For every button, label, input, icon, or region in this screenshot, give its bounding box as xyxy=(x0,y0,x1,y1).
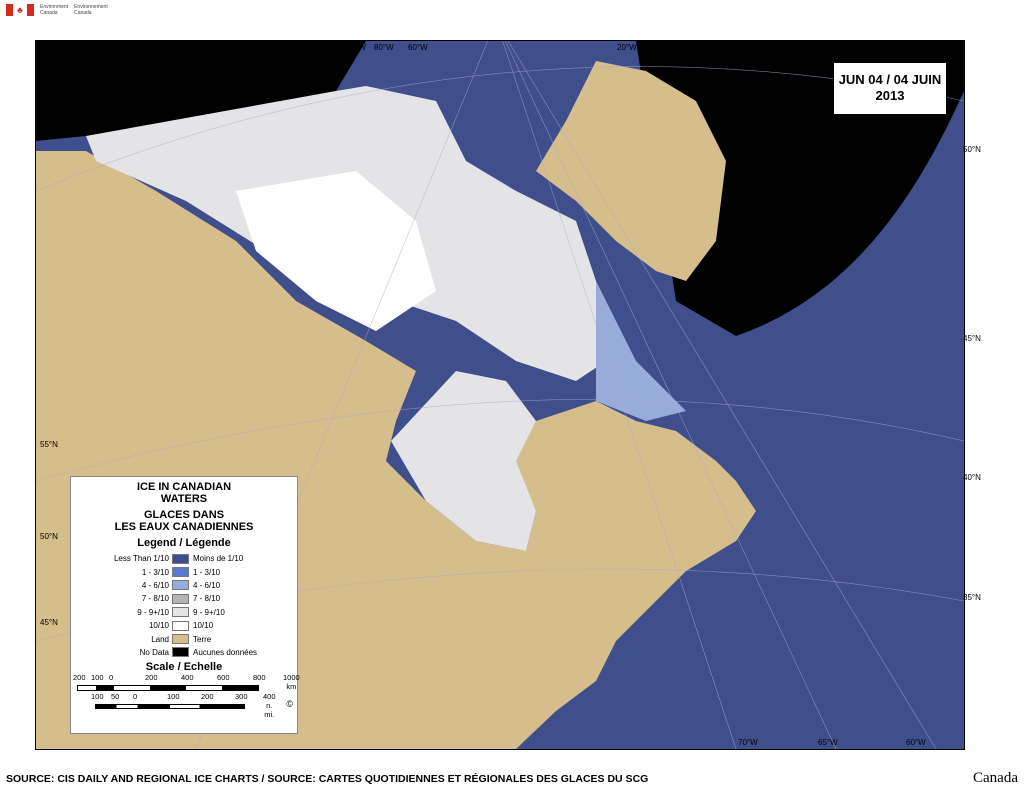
legend-label-fr: 10/10 xyxy=(193,621,214,631)
legend-label-en: Land xyxy=(151,634,169,644)
scale-tick-nmi: 200 xyxy=(201,692,214,702)
canada-flag-icon: ♣ xyxy=(6,4,34,16)
legend-label-en: Less Than 1/10 xyxy=(113,554,169,564)
legend-label-fr: Moins de 1/10 xyxy=(193,554,244,564)
scale-tick-km: 100 xyxy=(91,673,104,683)
ice-edge xyxy=(596,281,686,421)
agency-fr: Environnement xyxy=(74,4,108,10)
lat-label: 70°N xyxy=(40,131,58,140)
date-box: JUN 04 / 04 JUIN 2013 xyxy=(833,62,947,115)
ice-map xyxy=(35,40,965,750)
legend-label-en: 7 - 8/10 xyxy=(141,594,169,604)
legend-heading: Legend / Légende xyxy=(137,537,231,549)
legend-label-fr: 9 - 9+/10 xyxy=(193,607,225,617)
legend-swatch xyxy=(172,567,189,578)
source-footer: SOURCE: CIS DAILY AND REGIONAL ICE CHART… xyxy=(6,773,649,785)
legend-item: 1 - 3/10 1 - 3/10 xyxy=(71,565,297,578)
scale-tick-km: 0 xyxy=(109,673,114,683)
agency-fr-2: Canada xyxy=(74,10,92,16)
agency-en: Environment xyxy=(40,4,69,10)
lat-label: 45°N xyxy=(40,618,58,627)
legend-label-en: 10/10 xyxy=(148,621,169,631)
canada-wordmark: Canada xyxy=(973,770,1018,786)
legend-label-fr: 1 - 3/10 xyxy=(193,567,221,577)
no-data-area xyxy=(36,41,366,141)
legend-swatch xyxy=(172,607,189,618)
scale-tick-nmi: 400 n. mi. xyxy=(263,692,276,720)
legend-label-fr: 7 - 8/10 xyxy=(193,594,221,604)
lon-label: 80°W xyxy=(374,43,394,52)
copyright-symbol: © xyxy=(286,699,293,710)
lon-label: 60°W xyxy=(408,43,428,52)
agency-en-2: Canada xyxy=(40,10,58,16)
legend-title-en-2: WATERS xyxy=(160,493,208,505)
legend-item: Land Terre xyxy=(71,632,297,645)
ice-archipelago xyxy=(236,171,436,331)
legend-label-en: 9 - 9+/10 xyxy=(137,607,169,617)
scale-tick-nmi: 100 xyxy=(167,692,180,702)
scale-tick-km: 1000 km xyxy=(283,673,300,692)
lon-label: 180°W xyxy=(60,43,85,52)
lon-label: 100°W xyxy=(342,43,367,52)
legend-item: Less Than 1/10 Moins de 1/10 xyxy=(71,552,297,565)
legend-item: 10/10 10/10 xyxy=(71,619,297,632)
legend: ICE IN CANADIAN WATERS GLACES DANS LES EAU… xyxy=(70,476,300,734)
year-text: 2013 xyxy=(875,88,905,103)
scale-tick-km: 200 xyxy=(145,673,158,683)
legend-item: 4 - 6/10 4 - 6/10 xyxy=(71,579,297,592)
legend-title-en: ICE IN CANADIAN xyxy=(136,481,232,493)
lon-label: 20°W xyxy=(617,43,637,52)
legend-swatch xyxy=(172,620,189,631)
lat-label: 50°N xyxy=(963,145,981,154)
scale-bar: 200 100 0 200 400 600 800 1000 km 100 50 0 100 200 3… xyxy=(71,673,300,719)
legend-label-fr: Aucunes données xyxy=(193,647,258,657)
scale-tick-nmi: 50 xyxy=(111,692,120,702)
legend-swatch xyxy=(172,634,189,645)
legend-label-en: 4 - 6/10 xyxy=(141,580,169,590)
scale-tick-nmi: 300 xyxy=(235,692,248,702)
lon-label: 140°W xyxy=(277,43,302,52)
lon-label: 60°W xyxy=(906,738,926,747)
lon-label: 120°W xyxy=(313,43,338,52)
legend-label-fr: 4 - 6/10 xyxy=(193,580,221,590)
lat-label: 45°N xyxy=(963,334,981,343)
lat-label: 40°N xyxy=(963,473,981,482)
scale-tick-nmi: 100 xyxy=(91,692,104,702)
legend-label-en: No Data xyxy=(139,647,169,657)
lon-label: 65°W xyxy=(818,738,838,747)
scale-tick-km: 400 xyxy=(181,673,194,683)
legend-item: 7 - 8/10 7 - 8/10 xyxy=(71,592,297,605)
legend-item: No Data Aucunes données xyxy=(71,646,297,659)
legend-title-fr: GLACES DANS xyxy=(143,509,225,521)
scale-tick-km: 800 xyxy=(253,673,266,683)
legend-label-en: 1 - 3/10 xyxy=(141,567,169,577)
scale-heading: Scale / Echelle xyxy=(145,661,223,674)
legend-title-fr-2: LES EAUX CANADIENNES xyxy=(114,521,254,533)
lat-label: 35°N xyxy=(963,593,981,602)
agency-signature: ♣ Environment Canada Environnement Canada xyxy=(6,4,108,16)
land-greenland xyxy=(536,61,726,281)
legend-item: 9 - 9+/10 9 - 9+/10 xyxy=(71,606,297,619)
date-text: JUN 04 / 04 JUIN xyxy=(838,72,942,87)
legend-label-fr: Terre xyxy=(193,634,212,644)
lat-label: 50°N xyxy=(40,532,58,541)
scale-tick-km: 200 xyxy=(73,673,86,683)
scale-tick-nmi: 0 xyxy=(133,692,138,702)
scale-tick-km: 600 xyxy=(217,673,230,683)
legend-swatch xyxy=(172,647,189,658)
lat-label: 55°N xyxy=(40,440,58,449)
legend-swatch xyxy=(172,553,189,564)
map-canvas xyxy=(36,41,964,749)
legend-swatch xyxy=(172,580,189,591)
lon-label: 70°W xyxy=(738,738,758,747)
lon-label: 160°W xyxy=(220,43,245,52)
legend-swatch xyxy=(172,593,189,604)
ice-hudson xyxy=(391,371,536,551)
